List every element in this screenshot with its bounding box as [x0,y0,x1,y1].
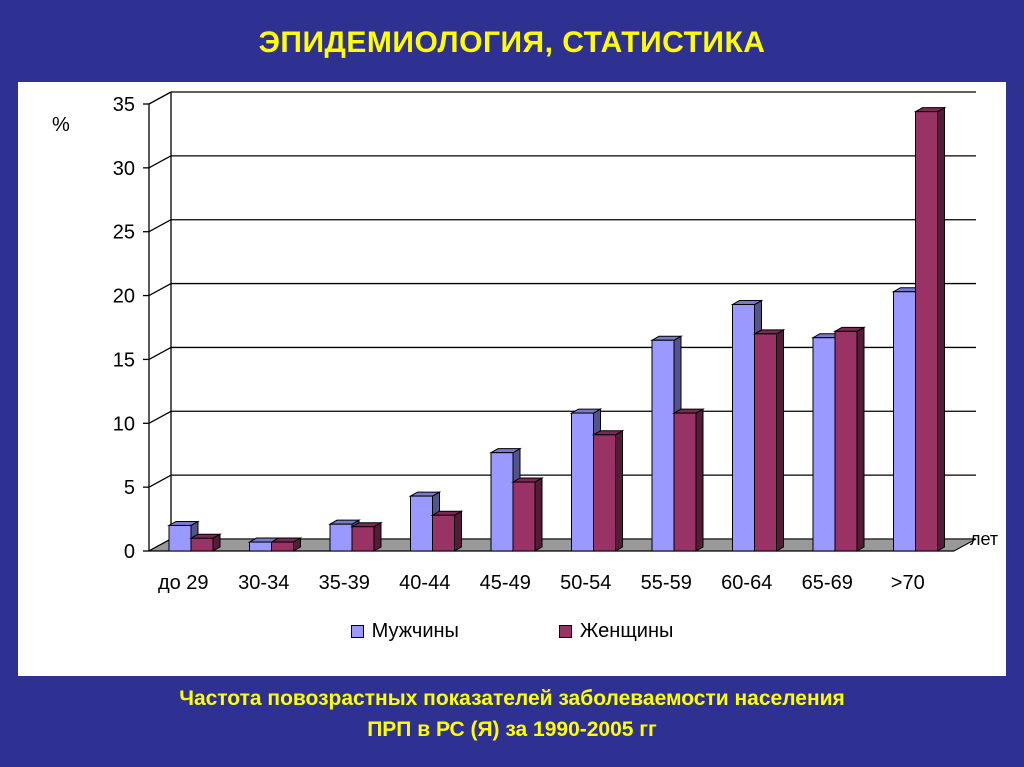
bar-men [329,523,353,552]
bar-chart: 0 5 10 15 20 25 30 35 до 29 30-34 35-39 40-44 45-49 5… [113,91,977,594]
y-tick-label: 5 [124,477,135,499]
bar-side [534,477,543,552]
legend-swatch-women [558,625,572,638]
y-tick-label: 35 [113,94,135,116]
caption-line-1: Частота повозрастных показателей заболев… [179,687,845,710]
gridline-depth [148,474,172,488]
bar-women [190,537,214,552]
legend-label-men: Мужчины [371,620,459,642]
bar-men [410,495,433,552]
bar-side [373,521,382,552]
x-tick-label: 35-39 [319,572,370,594]
caption-line-2: ПРП в РС (Я) за 1990-2005 гг [367,718,657,741]
bar-side [454,510,462,552]
y-tick-label: 10 [113,413,135,435]
bar-men [651,339,675,552]
bar-women [351,526,375,552]
x-tick-label: 40-44 [399,572,450,594]
bar-men [168,524,192,552]
y-tick-label: 0 [124,541,135,563]
bar-side [937,106,945,552]
bar-men [490,452,514,552]
bar-women [754,333,777,552]
y-tick-label: 15 [113,349,135,371]
legend-swatch-men [350,625,364,638]
legend-item-women: Женщины [558,620,674,643]
gridline-depth [148,219,172,233]
gridline-depth [148,155,172,169]
y-tick-label: 30 [113,158,135,180]
gridline-depth [148,91,172,105]
bar-men [249,541,272,552]
gridline-depth [148,410,172,424]
bar-women [512,481,536,552]
x-tick-label: до 29 [158,572,209,594]
bar-side [615,429,623,552]
y-axis-label: % [52,114,70,136]
bar-men [571,412,594,552]
bar-women [915,111,938,552]
legend-item-men: Мужчины [350,620,459,643]
bar-side [856,326,865,552]
chart-panel: 0 5 10 15 20 25 30 35 до 29 30-34 35-39 40-44 45-49 5… [18,82,1006,676]
y-tick-label: 20 [113,286,135,308]
x-tick-label: 45-49 [480,572,531,594]
bar-side [695,408,704,552]
bar-men [812,337,836,552]
legend-label-women: Женщины [579,620,674,642]
bar-women [673,412,697,552]
x-tick-label: 60-64 [721,572,772,594]
x-tick-label: 30-34 [238,572,289,594]
bar-women [271,541,294,552]
bar-women [834,330,858,552]
x-axis-unit-label: лет [970,529,999,549]
slide-title: ЭПИДЕМИОЛОГИЯ, СТАТИСТИКА [258,26,766,59]
bar-men [893,291,916,552]
caption: Частота повозрастных показателей заболев… [0,683,1024,745]
x-tick-label: 55-59 [641,572,692,594]
gridline-depth [148,283,172,297]
bar-men [732,304,755,552]
legend: Мужчины Женщины [18,620,1006,643]
y-tick-label: 25 [113,222,135,244]
x-tick-label: 50-54 [560,572,611,594]
x-tick-label: 65-69 [802,572,853,594]
gridline-depth [148,346,172,360]
bar-women [593,434,616,552]
x-tick-label: >70 [891,572,925,594]
bar-side [776,329,784,552]
bar-women [432,514,455,552]
